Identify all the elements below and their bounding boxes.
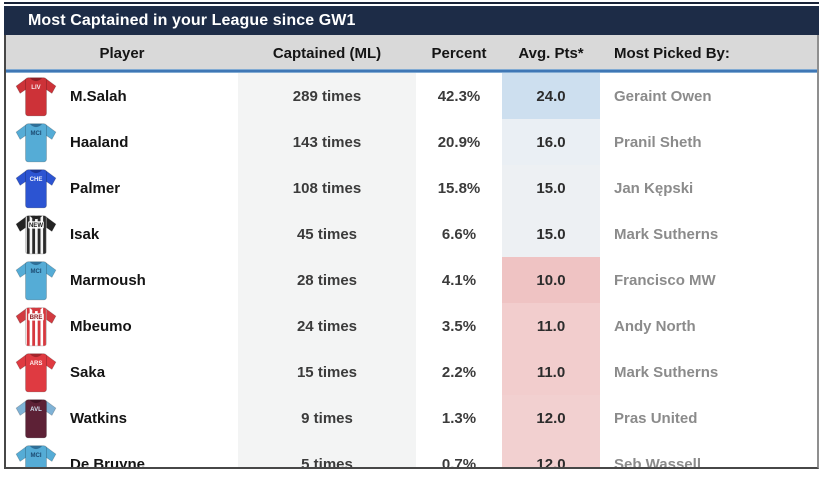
captained-count: 45 times	[238, 211, 416, 257]
most-picked-by-name: Pras United	[614, 409, 698, 427]
table-row: MCI Haaland 143 times 20.9% 16.0 Pranil …	[6, 119, 817, 165]
player-name: Haaland	[70, 133, 129, 151]
captained-percent: 3.5%	[441, 317, 477, 335]
team-kit-che-icon: CHE	[6, 165, 66, 211]
table-row: BRE Mbeumo 24 times 3.5% 11.0 Andy North	[6, 303, 817, 349]
svg-text:MCI: MCI	[30, 453, 41, 459]
captained-percent: 20.9%	[437, 133, 481, 151]
team-kit-avl-icon: AVL	[6, 395, 66, 441]
svg-text:CHE: CHE	[30, 177, 43, 183]
captained-percent: 2.2%	[441, 363, 477, 381]
svg-text:BRE: BRE	[30, 315, 43, 321]
svg-text:MCI: MCI	[30, 131, 41, 137]
most-picked-by-name: Jan Kępski	[614, 179, 694, 197]
table-header-row: Player Captained (ML) Percent Avg. Pts* …	[6, 35, 817, 69]
player-name: Mbeumo	[70, 317, 132, 335]
captaincy-table-card: Most Captained in your League since GW1 …	[4, 2, 819, 469]
captained-count: 9 times	[238, 395, 416, 441]
table-body: Player Captained (ML) Percent Avg. Pts* …	[4, 35, 819, 469]
card-top-gap	[4, 4, 819, 6]
table-row: LIV M.Salah 289 times 42.3% 24.0 Geraint…	[6, 73, 817, 119]
team-kit-liv-icon: LIV	[6, 73, 66, 119]
player-name: Saka	[70, 363, 106, 381]
captained-percent: 15.8%	[437, 179, 481, 197]
avg-points-value: 11.0	[502, 349, 600, 395]
captained-count: 28 times	[238, 257, 416, 303]
most-picked-by-name: Mark Sutherns	[614, 225, 719, 243]
most-picked-by-name: Pranil Sheth	[614, 133, 702, 151]
captained-percent: 42.3%	[437, 87, 481, 105]
avg-points-value: 12.0	[502, 441, 600, 467]
most-picked-by-name: Mark Sutherns	[614, 363, 719, 381]
svg-text:LIV: LIV	[31, 85, 40, 91]
table-row: ARS Saka 15 times 2.2% 11.0 Mark Suthern…	[6, 349, 817, 395]
captained-percent: 0.7%	[441, 455, 477, 469]
card-top-border	[4, 2, 819, 4]
most-picked-by-name: Seb Wassell	[614, 455, 701, 469]
most-picked-by-name: Francisco MW	[614, 271, 716, 289]
avg-points-value: 15.0	[502, 165, 600, 211]
table-row: MCI De Bruyne 5 times 0.7% 12.0 Seb Wass…	[6, 441, 817, 469]
captained-count: 143 times	[238, 119, 416, 165]
table-title-bar: Most Captained in your League since GW1	[4, 6, 819, 35]
header-separator-line	[6, 69, 817, 73]
avg-points-value: 15.0	[502, 211, 600, 257]
table-title: Most Captained in your League since GW1	[28, 11, 356, 29]
column-header-captained: Captained (ML)	[272, 45, 382, 62]
table-row: NEW Isak 45 times 6.6% 15.0 Mark Suthern…	[6, 211, 817, 257]
svg-text:AVL: AVL	[30, 407, 42, 413]
most-picked-by-name: Andy North	[614, 317, 696, 335]
captained-count: 15 times	[238, 349, 416, 395]
player-name: Marmoush	[70, 271, 146, 289]
team-kit-mci-icon: MCI	[6, 257, 66, 303]
avg-points-value: 11.0	[502, 303, 600, 349]
player-name: De Bruyne	[70, 455, 146, 469]
captained-percent: 6.6%	[441, 225, 477, 243]
captained-count: 24 times	[238, 303, 416, 349]
player-name: Watkins	[70, 409, 127, 427]
team-kit-mci-icon: MCI	[6, 119, 66, 165]
most-picked-by-name: Geraint Owen	[614, 87, 712, 105]
column-header-player: Player	[99, 45, 145, 62]
column-header-most-picked-by: Most Picked By:	[614, 45, 730, 62]
captained-count: 5 times	[238, 441, 416, 467]
player-name: Isak	[70, 225, 100, 243]
table-row: MCI Marmoush 28 times 4.1% 10.0 Francisc…	[6, 257, 817, 303]
avg-points-value: 24.0	[502, 73, 600, 119]
player-name: M.Salah	[70, 87, 127, 105]
captained-percent: 4.1%	[441, 271, 477, 289]
team-kit-new-icon: NEW	[6, 211, 66, 257]
table-row: CHE Palmer 108 times 15.8% 15.0 Jan Kęps…	[6, 165, 817, 211]
svg-text:ARS: ARS	[30, 361, 43, 367]
team-kit-bre-icon: BRE	[6, 303, 66, 349]
table-row: AVL Watkins 9 times 1.3% 12.0 Pras Unite…	[6, 395, 817, 441]
svg-text:NEW: NEW	[29, 223, 43, 229]
column-header-percent: Percent	[431, 45, 487, 62]
avg-points-value: 16.0	[502, 119, 600, 165]
captained-percent: 1.3%	[441, 409, 477, 427]
column-header-avg-pts: Avg. Pts*	[518, 45, 584, 62]
svg-text:MCI: MCI	[30, 269, 41, 275]
avg-points-value: 10.0	[502, 257, 600, 303]
team-kit-mci-icon: MCI	[6, 441, 66, 467]
avg-points-value: 12.0	[502, 395, 600, 441]
captained-count: 108 times	[238, 165, 416, 211]
captained-count: 289 times	[238, 73, 416, 119]
table-rows: LIV M.Salah 289 times 42.3% 24.0 Geraint…	[6, 73, 817, 469]
player-name: Palmer	[70, 179, 121, 197]
team-kit-ars-icon: ARS	[6, 349, 66, 395]
